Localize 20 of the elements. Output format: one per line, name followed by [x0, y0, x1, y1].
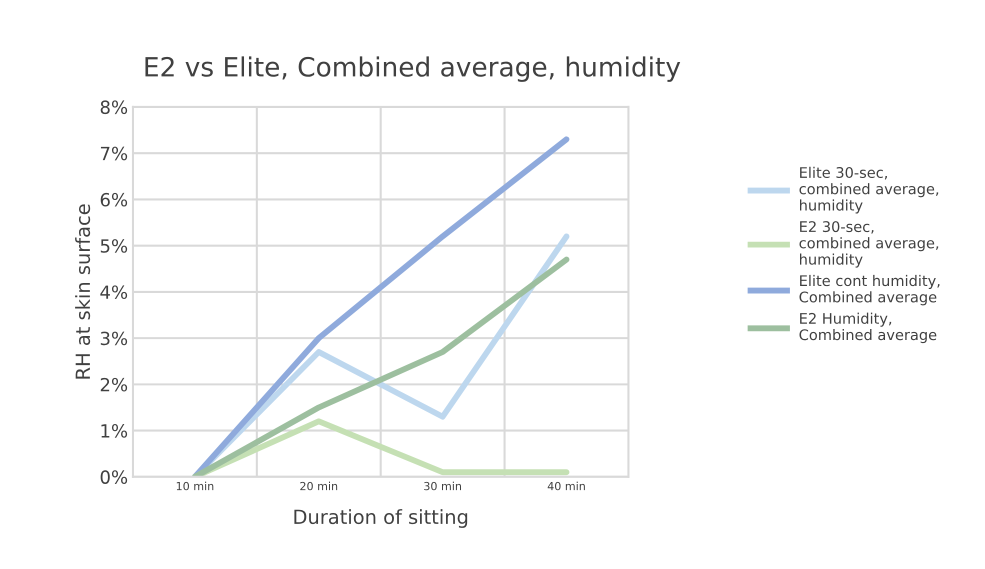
legend-label: Elite 30-sec, combined average, humidity [799, 166, 938, 214]
legend-label: Elite cont humidity, Combined average [800, 274, 940, 306]
x-axis-title: Duration of sitting [294, 509, 468, 528]
y-tick-label: 3% [100, 332, 128, 346]
y-axis-title: RH at skin surface [75, 204, 90, 379]
y-tick-label: 0% [100, 470, 128, 484]
y-tick-label: 1% [101, 424, 128, 438]
x-tick-label: 20 min [300, 482, 338, 490]
y-tick-label: 7% [100, 146, 128, 160]
legend-label: E2 30-sec, combined average, humidity [799, 221, 938, 268]
y-tick-label: 4% [100, 285, 128, 300]
chart-title: E2 vs Elite, Combined average, humidity [145, 56, 680, 82]
x-tick-label: 10 min [176, 482, 214, 490]
y-tick-label: 5% [100, 239, 128, 253]
x-tick-label: 30 min [424, 482, 462, 490]
y-tick-label: 2% [100, 378, 128, 392]
y-tick-label: 6% [100, 192, 128, 207]
x-tick-label: 40 min [548, 482, 585, 490]
legend-label: E2 Humidity, Combined average [800, 312, 936, 344]
y-tick-label: 8% [100, 100, 128, 114]
